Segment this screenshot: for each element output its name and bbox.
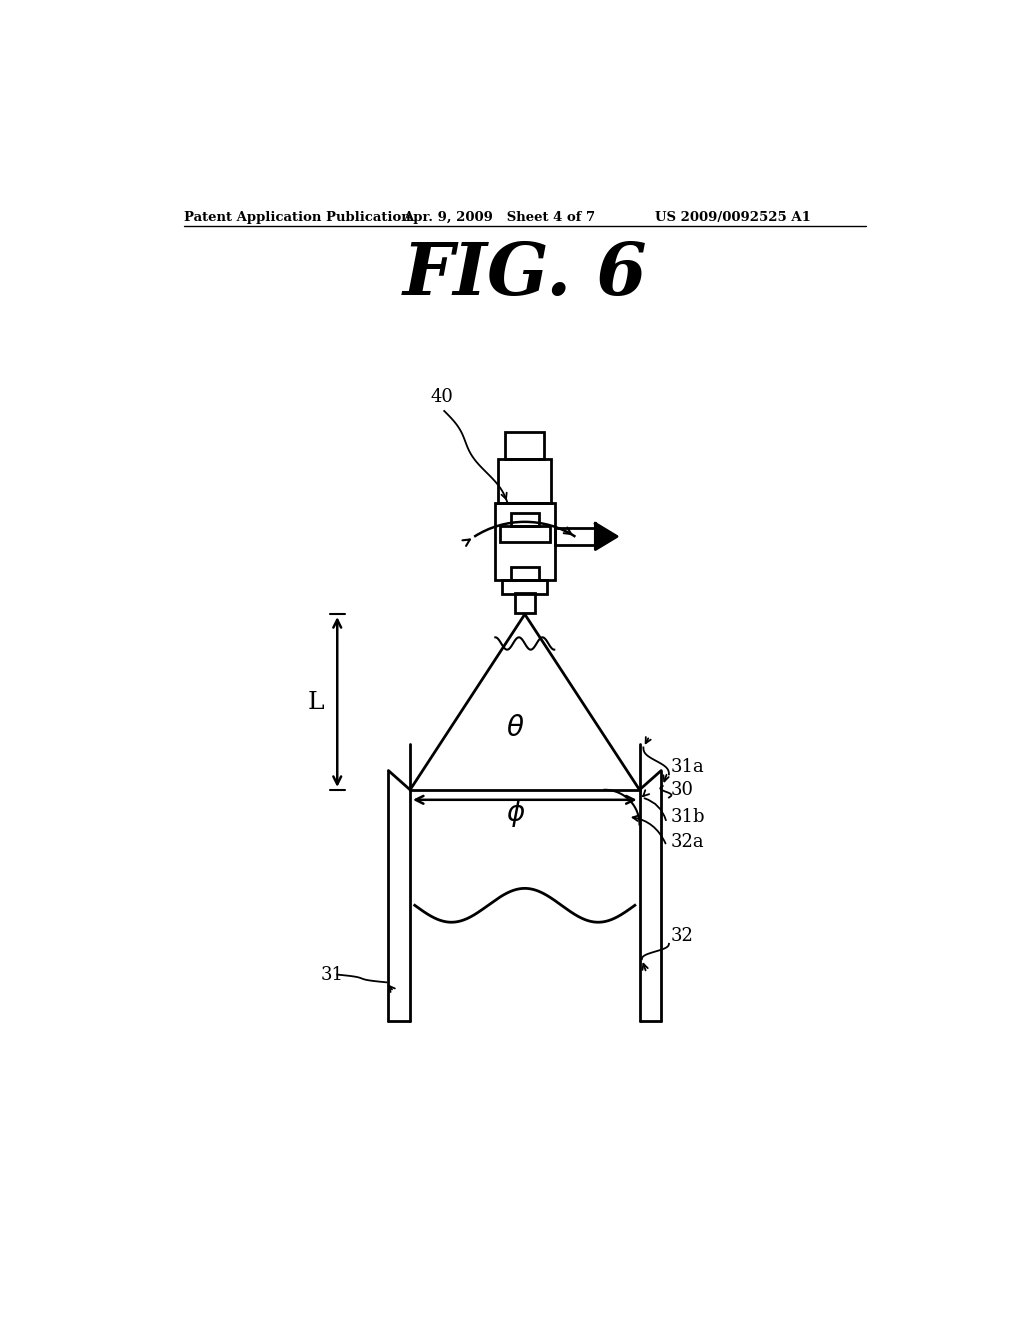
Text: Patent Application Publication: Patent Application Publication [183,211,411,224]
Bar [511,566,539,581]
Text: 30: 30 [671,781,693,799]
Text: Apr. 9, 2009   Sheet 4 of 7: Apr. 9, 2009 Sheet 4 of 7 [403,211,595,224]
Bar [500,527,550,541]
Text: 40: 40 [430,388,454,407]
Bar [555,528,595,545]
Text: 32: 32 [671,927,693,945]
Text: 31b: 31b [671,808,705,826]
Bar [503,581,547,594]
Bar [495,503,555,581]
Text: 32a: 32a [671,833,705,851]
Bar [499,459,551,503]
Text: 31: 31 [321,966,343,983]
Bar [511,512,539,527]
Bar [506,432,544,459]
Text: FIG. 6: FIG. 6 [402,239,647,310]
Text: US 2009/0092525 A1: US 2009/0092525 A1 [655,211,811,224]
Text: $\theta$: $\theta$ [506,714,524,742]
Bar [515,594,535,612]
Text: $\phi$: $\phi$ [506,797,525,829]
Polygon shape [595,524,617,549]
Text: 31a: 31a [671,758,705,776]
Text: L: L [308,690,325,714]
